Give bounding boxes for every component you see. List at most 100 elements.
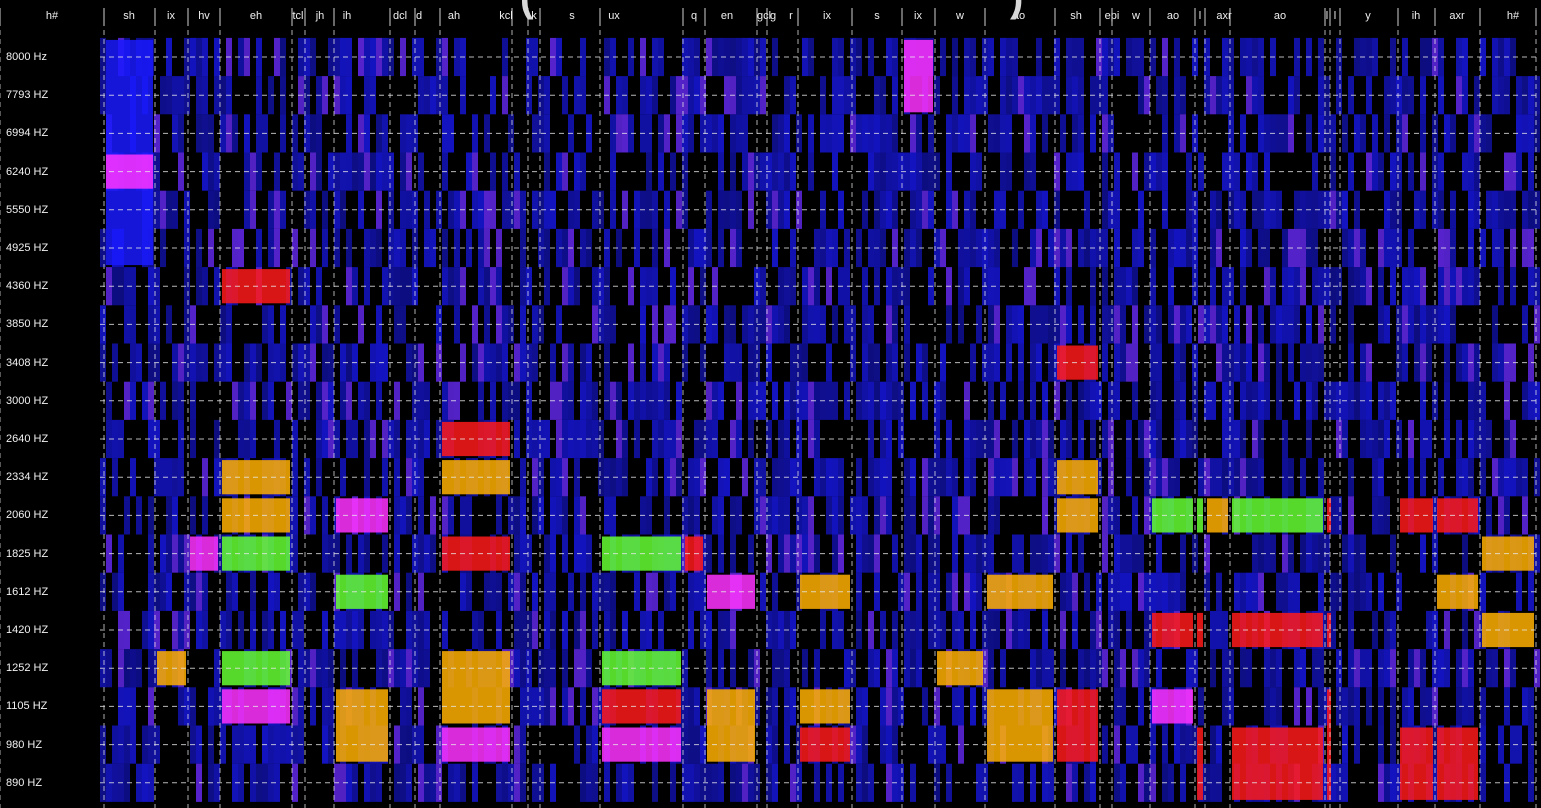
spectro-cell xyxy=(1030,381,1036,420)
spectro-cell xyxy=(382,419,388,459)
spectro-cell xyxy=(814,458,820,497)
spectro-cell xyxy=(508,305,514,344)
spectro-cell xyxy=(1318,572,1324,611)
phone-label: ix xyxy=(167,10,175,22)
spectro-cell xyxy=(418,381,424,420)
spectro-cell xyxy=(1246,37,1252,77)
spectro-cell xyxy=(1354,228,1360,268)
spectro-cell xyxy=(328,534,334,573)
spectro-cell xyxy=(760,381,766,420)
spectro-cell xyxy=(688,228,694,268)
spectro-cell xyxy=(1264,649,1270,688)
spectro-cell xyxy=(1300,267,1306,306)
y-tick-label: 1612 HZ xyxy=(6,585,49,598)
spectro-cell xyxy=(1048,534,1054,573)
spectro-cell xyxy=(1102,419,1108,459)
phone-label: dcl xyxy=(392,10,408,22)
spectro-cell xyxy=(184,534,190,573)
spectro-cell xyxy=(580,763,586,802)
spectro-cell xyxy=(526,37,532,77)
spectro-cell xyxy=(508,381,514,420)
spectro-cell xyxy=(1444,114,1450,153)
spectro-cell xyxy=(832,610,838,650)
spectro-cell xyxy=(544,687,550,726)
spectro-cell xyxy=(1354,267,1360,306)
spectro-cell xyxy=(1336,381,1342,420)
energy-band xyxy=(904,39,933,113)
spectro-cell xyxy=(1498,76,1504,115)
spectro-cell xyxy=(490,76,496,115)
spectro-cell xyxy=(1300,228,1306,268)
spectro-cell xyxy=(850,343,856,382)
spectro-cell xyxy=(1030,649,1036,688)
spectro-cell xyxy=(1498,458,1504,497)
spectro-cell xyxy=(904,572,910,611)
spectro-cell xyxy=(562,152,568,191)
spectro-cell xyxy=(1336,649,1342,688)
phone-label: ix xyxy=(914,10,922,22)
spectro-cell xyxy=(490,343,496,382)
spectro-cell xyxy=(634,381,640,420)
phone-label: d xyxy=(415,10,423,22)
spectro-cell xyxy=(1336,190,1342,229)
spectro-cell xyxy=(1300,458,1306,497)
spectro-cell xyxy=(184,228,190,268)
spectro-cell xyxy=(364,458,370,497)
spectro-cell xyxy=(922,152,928,191)
spectro-cell xyxy=(364,763,370,802)
spectro-cell xyxy=(1534,534,1540,573)
spectro-cell xyxy=(328,381,334,420)
spectro-cell xyxy=(1480,458,1486,497)
spectro-cell xyxy=(328,419,334,459)
y-tick-label: 3408 HZ xyxy=(6,356,49,369)
spectro-cell xyxy=(1228,152,1234,191)
spectro-cell xyxy=(400,725,406,764)
spectro-cell xyxy=(886,114,892,153)
spectro-cell xyxy=(634,572,640,611)
spectro-cell xyxy=(112,763,118,802)
spectro-cell xyxy=(796,725,802,764)
spectro-cell xyxy=(1102,496,1108,535)
spectro-cell xyxy=(886,37,892,77)
spectro-cell xyxy=(832,76,838,115)
spectro-cell xyxy=(724,76,730,115)
spectro-cell xyxy=(778,649,784,688)
spectro-cell xyxy=(1498,343,1504,382)
spectro-cell xyxy=(1534,76,1540,115)
spectro-cell xyxy=(562,534,568,573)
spectro-cell xyxy=(1390,267,1396,306)
spectro-cell xyxy=(1246,572,1252,611)
spectro-cell xyxy=(994,267,1000,306)
spectro-cell xyxy=(652,572,658,611)
spectro-cell xyxy=(1534,458,1540,497)
spectro-cell xyxy=(1480,114,1486,153)
spectro-cell xyxy=(1048,343,1054,382)
spectro-cell xyxy=(1282,305,1288,344)
spectro-cell xyxy=(166,572,172,611)
spectro-cell xyxy=(994,343,1000,382)
spectro-cell xyxy=(328,649,334,688)
spectro-cell xyxy=(130,458,136,497)
spectro-cell xyxy=(1084,381,1090,420)
spectro-cell xyxy=(670,305,676,344)
spectro-cell xyxy=(364,152,370,191)
spectro-cell xyxy=(1480,228,1486,268)
spectro-cell xyxy=(886,152,892,191)
spectro-cell xyxy=(1444,343,1450,382)
spectro-cell xyxy=(274,763,280,802)
spectro-cell xyxy=(1516,458,1522,497)
spectro-cell xyxy=(346,343,352,382)
spectro-cell xyxy=(1138,763,1144,802)
spectro-cell xyxy=(1210,190,1216,229)
spectro-cell xyxy=(724,458,730,497)
spectro-cell xyxy=(1228,649,1234,688)
spectro-cell xyxy=(1318,534,1324,573)
spectro-cell xyxy=(1372,458,1378,497)
spectro-cell xyxy=(328,725,334,764)
spectro-cell xyxy=(796,496,802,535)
energy-band xyxy=(442,651,510,724)
spectro-cell xyxy=(1030,419,1036,459)
spectro-cell xyxy=(1138,76,1144,115)
spectro-cell xyxy=(796,114,802,153)
spectro-cell xyxy=(1462,687,1468,726)
